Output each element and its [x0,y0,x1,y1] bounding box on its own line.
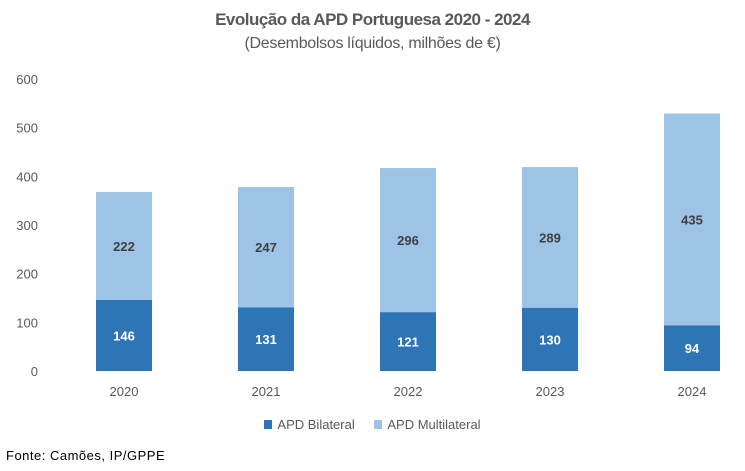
legend-label-multilateral: APD Multilateral [387,417,481,432]
legend-swatch-bilateral [264,420,273,429]
bar-multilateral-2021 [238,187,294,308]
data-label: 289 [539,230,561,245]
bar-bilateral-2024 [664,325,720,371]
data-label: 131 [255,332,277,347]
bar-multilateral-2020 [96,191,152,300]
data-label: 130 [539,332,561,347]
bar-bilateral-2023 [522,307,578,371]
x-tick-label: 2022 [394,384,423,399]
source-note: Fonte: Camões, IP/GPPE [6,448,166,463]
x-tick-label: 2020 [110,384,139,399]
y-tick-label: 200 [16,267,38,282]
legend-item-bilateral: APD Bilateral [264,417,355,432]
y-tick-label: 400 [16,169,38,184]
bar-bilateral-2021 [238,307,294,371]
x-tick-label: 2021 [252,384,281,399]
bar-multilateral-2022 [380,168,436,313]
legend-label-bilateral: APD Bilateral [277,417,355,432]
bar-bilateral-2020 [96,299,152,371]
legend-swatch-multilateral [374,420,383,429]
x-tick-label: 2023 [536,384,565,399]
x-tick-label: 2024 [678,384,707,399]
y-tick-label: 300 [16,218,38,233]
bar-bilateral-2022 [380,312,436,371]
y-tick-label: 500 [16,121,38,136]
bar-multilateral-2024 [664,113,720,326]
chart-subtitle: (Desembolsos líquidos, milhões de €) [244,35,501,52]
y-tick-label: 100 [16,315,38,330]
data-label: 94 [685,341,700,356]
chart-title: Evolução da APD Portuguesa 2020 - 2024 [215,10,530,29]
data-label: 121 [397,335,419,350]
y-tick-label: 0 [31,364,38,379]
legend-item-multilateral: APD Multilateral [374,417,481,432]
data-label: 222 [113,239,135,254]
data-label: 296 [397,233,419,248]
bar-multilateral-2023 [522,167,578,308]
legend: APD Bilateral APD Multilateral [0,417,745,432]
data-label: 247 [255,240,277,255]
data-label: 435 [681,212,703,227]
y-tick-label: 600 [16,72,38,87]
data-label: 146 [113,328,135,343]
